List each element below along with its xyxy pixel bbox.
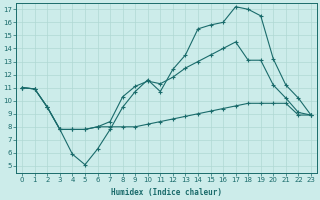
X-axis label: Humidex (Indice chaleur): Humidex (Indice chaleur)	[111, 188, 222, 197]
